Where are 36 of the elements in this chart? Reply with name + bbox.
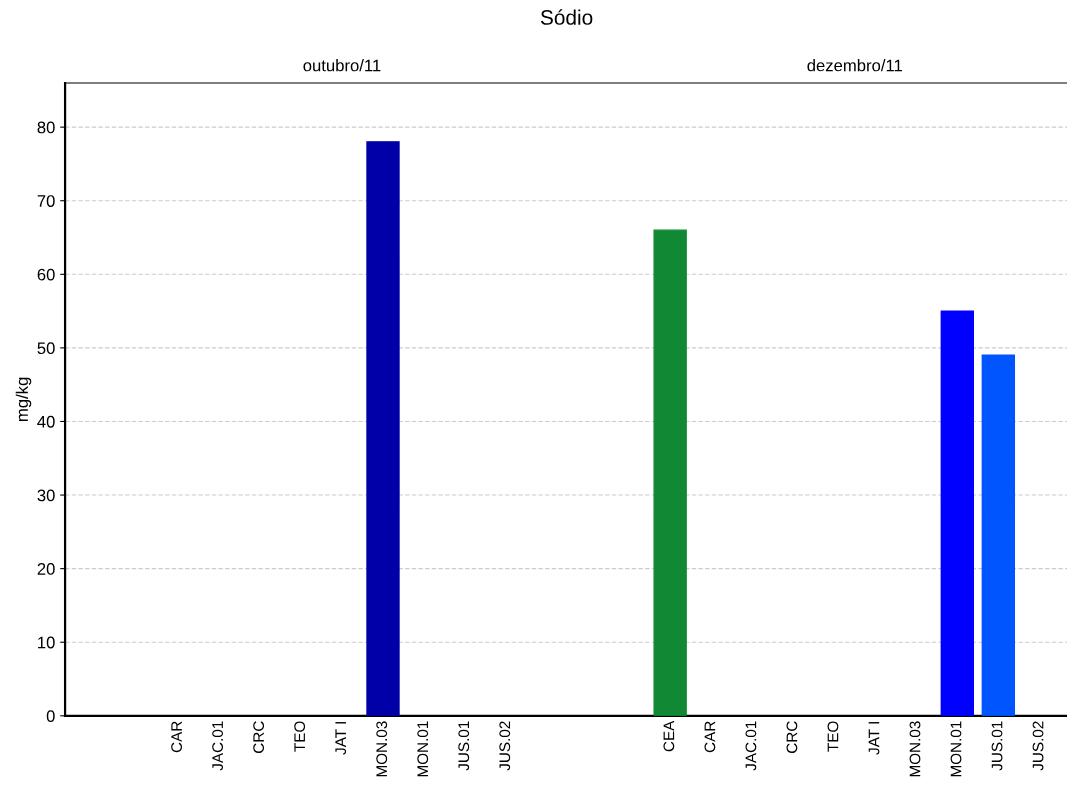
x-tick-label: JUS.02 (1032, 721, 1044, 771)
bar (981, 354, 1016, 716)
x-tick-label: JAT I (868, 722, 880, 755)
x-tick-label: MON.01 (417, 721, 429, 777)
x-tick-label: MON.01 (950, 721, 962, 777)
bar (653, 229, 687, 716)
x-tick-label: JAT I (335, 722, 347, 755)
x-tick-label: CRC (786, 721, 798, 753)
x-tick-label: JUS.01 (458, 721, 470, 771)
y-tick-label: 80 (37, 121, 55, 134)
x-tick-label: JUS.01 (991, 721, 1003, 771)
x-tick-label: JAC.01 (745, 721, 757, 771)
chart-title: Sódio (540, 9, 593, 25)
y-tick-label: 70 (37, 195, 55, 207)
x-tick-label: MON.03 (909, 721, 921, 777)
x-tick-label: CAR (704, 721, 716, 753)
text: dezembro/11 (807, 59, 902, 72)
x-tick-label: CRC (253, 721, 265, 753)
x-tick-label: JUS.02 (499, 721, 511, 771)
x-tick-label: TEO (827, 721, 839, 752)
bar (940, 310, 975, 716)
y-tick-label: 50 (37, 342, 55, 355)
x-tick-label: JAC.01 (212, 721, 224, 771)
y-tick-label: 40 (37, 415, 55, 428)
y-axis-title: mg/kg (15, 377, 32, 421)
y-tick-label: 0 (46, 710, 55, 723)
x-tick-label: TEO (294, 721, 306, 752)
bar (366, 141, 400, 716)
x-tick-label: CAR (171, 721, 182, 753)
y-tick-label: 30 (37, 489, 55, 502)
y-tick-label: 20 (37, 563, 55, 575)
y-tick-label: 60 (37, 268, 55, 281)
x-tick-label: MON.03 (376, 721, 388, 777)
text: outubro/11 (303, 59, 381, 72)
y-tick-label: 10 (38, 636, 55, 649)
x-tick-label: CEA (663, 720, 675, 752)
